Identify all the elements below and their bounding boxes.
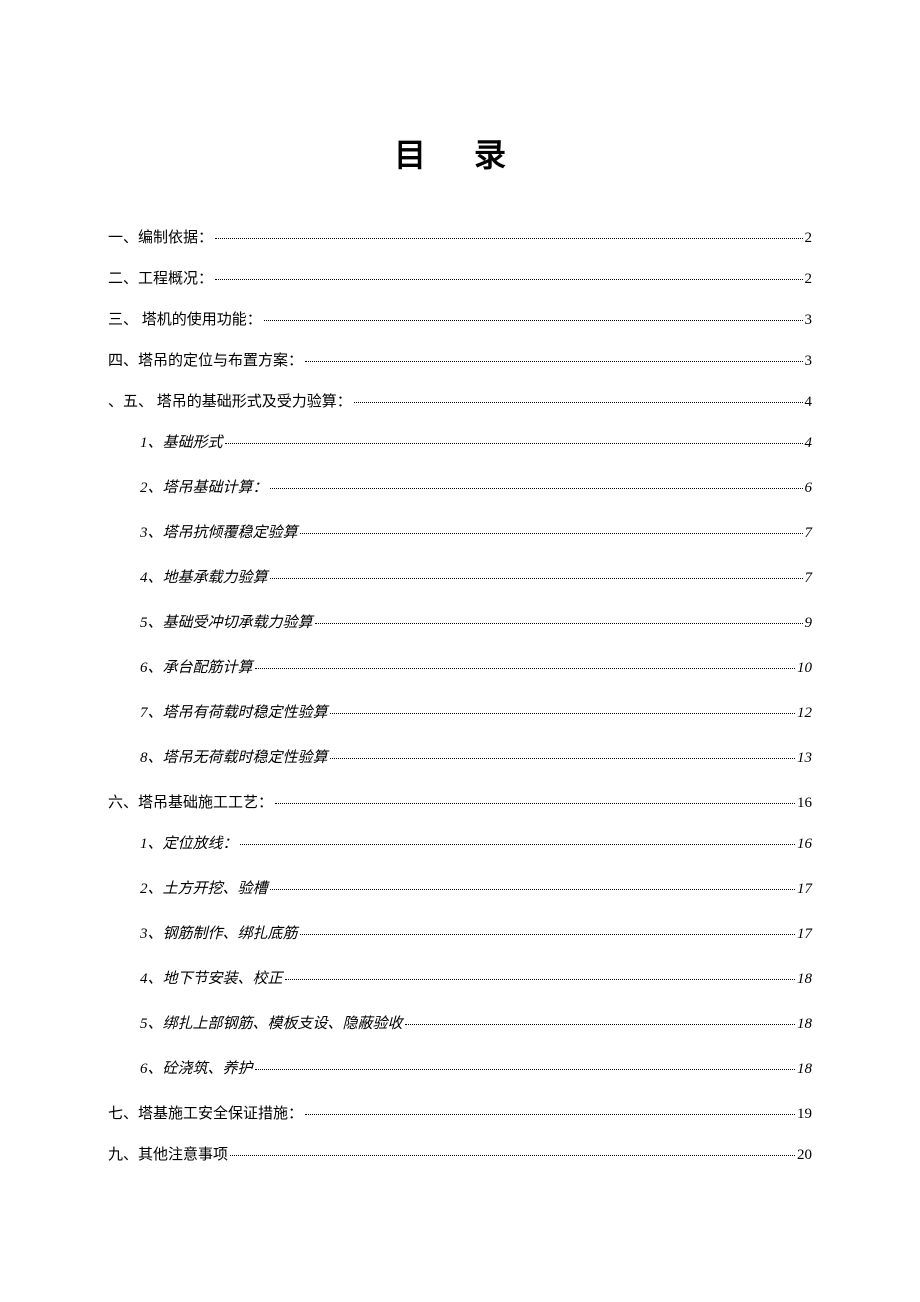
toc-leader-dots xyxy=(255,1069,795,1070)
toc-entry: 1、定位放线： 16 xyxy=(140,832,812,853)
toc-entry: 九、其他注意事项 20 xyxy=(108,1143,812,1164)
toc-page-number: 9 xyxy=(805,615,813,632)
toc-page-number: 16 xyxy=(797,836,812,853)
toc-label: 九、其他注意事项 xyxy=(108,1143,228,1164)
toc-page-number: 2 xyxy=(805,271,813,288)
toc-entry: 6、承台配筋计算 10 xyxy=(140,656,812,677)
toc-page-number: 4 xyxy=(805,394,813,411)
toc-page-number: 17 xyxy=(797,881,812,898)
toc-entry: 2、土方开挖、验槽 17 xyxy=(140,877,812,898)
toc-leader-dots xyxy=(305,361,802,362)
toc-page-number: 18 xyxy=(797,1016,812,1033)
toc-entry: 七、塔基施工安全保证措施： 19 xyxy=(108,1102,812,1123)
toc-page-number: 19 xyxy=(797,1106,812,1123)
toc-page-number: 2 xyxy=(805,230,813,247)
toc-entry: 一、编制依据： 2 xyxy=(108,226,812,247)
toc-label: 3、塔吊抗倾覆稳定验算 xyxy=(140,521,298,542)
toc-leader-dots xyxy=(225,443,803,444)
toc-leader-dots xyxy=(275,803,795,804)
toc-entry: 4、地基承载力验算 7 xyxy=(140,566,812,587)
toc-label: 7、塔吊有荷载时稳定性验算 xyxy=(140,701,328,722)
toc-leader-dots xyxy=(405,1024,795,1025)
toc-label: 5、基础受冲切承载力验算 xyxy=(140,611,313,632)
toc-label: 七、塔基施工安全保证措施： xyxy=(108,1102,303,1123)
toc-label: 6、砼浇筑、养护 xyxy=(140,1057,253,1078)
toc-page-number: 3 xyxy=(805,312,813,329)
toc-entry: 4、地下节安装、校正 18 xyxy=(140,967,812,988)
toc-label: 、五、 塔吊的基础形式及受力验算： xyxy=(108,390,352,411)
toc-label: 1、定位放线： xyxy=(140,832,238,853)
toc-label: 三、 塔机的使用功能： xyxy=(108,308,262,329)
toc-page-number: 4 xyxy=(805,435,813,452)
toc-page-number: 7 xyxy=(805,570,813,587)
table-of-contents: 一、编制依据：2二、工程概况：2三、 塔机的使用功能：3四、塔吊的定位与布置方案… xyxy=(108,226,812,1164)
toc-page-number: 18 xyxy=(797,1061,812,1078)
toc-entry: 3、塔吊抗倾覆稳定验算 7 xyxy=(140,521,812,542)
toc-page-number: 16 xyxy=(797,795,812,812)
toc-label: 6、承台配筋计算 xyxy=(140,656,253,677)
toc-entry: 6、砼浇筑、养护 18 xyxy=(140,1057,812,1078)
toc-page-number: 7 xyxy=(805,525,813,542)
toc-entry: 5、基础受冲切承载力验算 9 xyxy=(140,611,812,632)
toc-page-number: 6 xyxy=(805,480,813,497)
toc-entry: 1、基础形式 4 xyxy=(140,431,812,452)
toc-entry: 四、塔吊的定位与布置方案： 3 xyxy=(108,349,812,370)
toc-label: 一、编制依据： xyxy=(108,226,213,247)
toc-entry: 六、塔吊基础施工工艺： 16 xyxy=(108,791,812,812)
toc-page-number: 18 xyxy=(797,971,812,988)
toc-entry: 、五、 塔吊的基础形式及受力验算： 4 xyxy=(108,390,812,411)
toc-page-number: 12 xyxy=(797,705,812,722)
toc-label: 4、地下节安装、校正 xyxy=(140,967,283,988)
toc-leader-dots xyxy=(300,934,795,935)
toc-page-number: 20 xyxy=(797,1147,812,1164)
toc-entry: 7、塔吊有荷载时稳定性验算 12 xyxy=(140,701,812,722)
toc-label: 8、塔吊无荷载时稳定性验算 xyxy=(140,746,328,767)
toc-entry: 3、钢筋制作、绑扎底筋 17 xyxy=(140,922,812,943)
toc-leader-dots xyxy=(270,578,803,579)
toc-leader-dots xyxy=(315,623,803,624)
page-title: 目 录 xyxy=(108,130,812,176)
toc-entry: 8、塔吊无荷载时稳定性验算 13 xyxy=(140,746,812,767)
toc-label: 2、塔吊基础计算： xyxy=(140,476,268,497)
toc-entry: 5、绑扎上部钢筋、模板支设、隐蔽验收 18 xyxy=(140,1012,812,1033)
toc-leader-dots xyxy=(264,320,803,321)
toc-entry: 2、塔吊基础计算： 6 xyxy=(140,476,812,497)
toc-entry: 三、 塔机的使用功能： 3 xyxy=(108,308,812,329)
toc-page-number: 17 xyxy=(797,926,812,943)
toc-page-number: 3 xyxy=(805,353,813,370)
toc-label: 5、绑扎上部钢筋、模板支设、隐蔽验收 xyxy=(140,1012,403,1033)
toc-label: 六、塔吊基础施工工艺： xyxy=(108,791,273,812)
toc-label: 二、工程概况： xyxy=(108,267,213,288)
toc-page-number: 13 xyxy=(797,750,812,767)
toc-leader-dots xyxy=(330,758,795,759)
toc-label: 3、钢筋制作、绑扎底筋 xyxy=(140,922,298,943)
toc-page-number: 10 xyxy=(797,660,812,677)
toc-entry: 二、工程概况： 2 xyxy=(108,267,812,288)
toc-leader-dots xyxy=(330,713,795,714)
toc-leader-dots xyxy=(215,279,802,280)
toc-leader-dots xyxy=(354,402,803,403)
toc-leader-dots xyxy=(270,488,803,489)
toc-leader-dots xyxy=(230,1155,795,1156)
toc-leader-dots xyxy=(305,1114,795,1115)
toc-leader-dots xyxy=(240,844,795,845)
toc-leader-dots xyxy=(255,668,795,669)
toc-leader-dots xyxy=(300,533,803,534)
toc-label: 1、基础形式 xyxy=(140,431,223,452)
toc-label: 四、塔吊的定位与布置方案： xyxy=(108,349,303,370)
toc-leader-dots xyxy=(215,238,802,239)
toc-label: 4、地基承载力验算 xyxy=(140,566,268,587)
toc-leader-dots xyxy=(270,889,795,890)
toc-label: 2、土方开挖、验槽 xyxy=(140,877,268,898)
toc-leader-dots xyxy=(285,979,795,980)
